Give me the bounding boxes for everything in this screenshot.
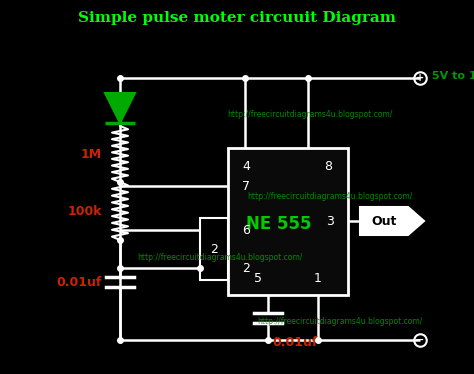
Text: +: +: [416, 73, 424, 83]
Text: 7: 7: [242, 180, 250, 193]
Text: 5V to 12V: 5V to 12V: [432, 71, 474, 81]
Text: 100k: 100k: [67, 205, 102, 218]
Text: Out: Out: [371, 215, 397, 227]
Text: 2: 2: [242, 261, 250, 275]
Text: http://freecircuitdiagrams4u.blogspot.com/: http://freecircuitdiagrams4u.blogspot.co…: [247, 191, 413, 200]
Text: 5: 5: [254, 273, 262, 285]
Bar: [200, 218, 228, 280]
Text: http://freecircuitdiagrams4u.blogspot.com/: http://freecircuitdiagrams4u.blogspot.co…: [257, 318, 423, 327]
Polygon shape: [360, 207, 424, 235]
Text: 1M: 1M: [81, 147, 102, 160]
Text: http://freecircuitdiagrams4u.blogspot.com/: http://freecircuitdiagrams4u.blogspot.co…: [137, 254, 303, 263]
Text: 2: 2: [210, 242, 218, 255]
Text: −: −: [415, 335, 425, 345]
Text: 6: 6: [242, 224, 250, 236]
Text: 3: 3: [326, 215, 334, 227]
Text: http://freecircuitdiagrams4u.blogspot.com/: http://freecircuitdiagrams4u.blogspot.co…: [228, 110, 392, 119]
Text: 4: 4: [242, 159, 250, 172]
Text: NE 555: NE 555: [246, 215, 311, 233]
Bar: [228, 148, 348, 295]
Text: 8: 8: [324, 159, 332, 172]
Text: Simple pulse moter circuuit Diagram: Simple pulse moter circuuit Diagram: [78, 11, 396, 25]
Text: 1: 1: [314, 273, 322, 285]
Polygon shape: [105, 93, 135, 123]
Text: 0.01uf: 0.01uf: [272, 335, 318, 349]
Text: 0.01uf: 0.01uf: [56, 276, 102, 288]
